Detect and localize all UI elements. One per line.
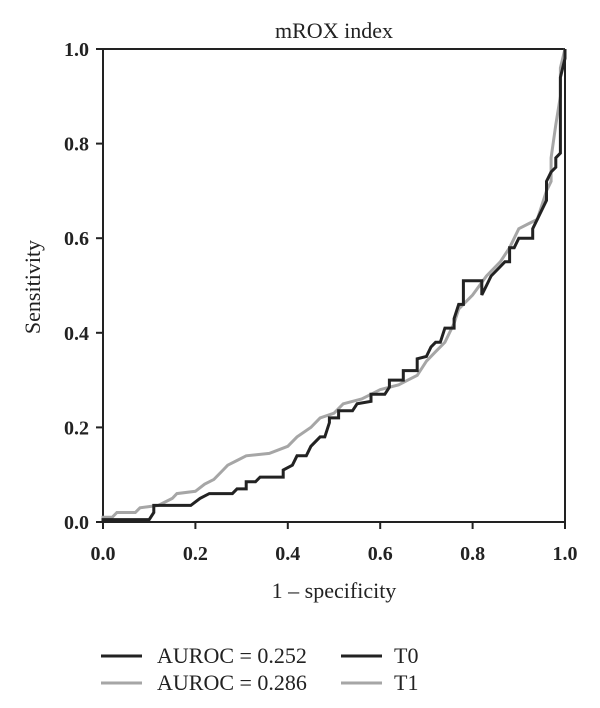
x-tick-label: 1.0 bbox=[553, 543, 578, 565]
legend-auroc-t1: AUROC = 0.286 bbox=[157, 670, 307, 695]
series-line-t0 bbox=[101, 49, 567, 522]
legend-series-t0: T0 bbox=[394, 643, 418, 668]
y-axis-label: Sensitivity bbox=[20, 240, 45, 334]
x-tick-label: 0.2 bbox=[183, 543, 208, 565]
series-line-t1 bbox=[101, 48, 567, 522]
x-tick-label: 0.6 bbox=[368, 543, 393, 565]
y-tick-label: 0.4 bbox=[64, 323, 89, 345]
y-tick-label: 0.6 bbox=[64, 228, 89, 250]
plot-area bbox=[102, 48, 566, 523]
x-tick-label: 0.0 bbox=[91, 543, 116, 565]
chart-title: mROX index bbox=[275, 18, 393, 43]
series-layer bbox=[101, 48, 567, 522]
y-tick-label: 0.2 bbox=[64, 417, 89, 439]
x-tick-label: 0.8 bbox=[460, 543, 485, 565]
x-tick-label: 0.4 bbox=[275, 543, 300, 565]
x-axis-label: 1 – specificity bbox=[272, 578, 397, 603]
y-tick-label: 0.8 bbox=[64, 134, 89, 156]
y-tick-label: 1.0 bbox=[64, 39, 89, 61]
legend-series-t1: T1 bbox=[394, 670, 418, 695]
legend: AUROC = 0.252 T0 AUROC = 0.286 T1 bbox=[101, 643, 418, 695]
y-tick-label: 0.0 bbox=[64, 512, 89, 534]
axis-ticks: 0.0 0.2 0.4 0.6 0.8 1.0 0.0 0.2 0.4 0.6 0.8 1.0 bbox=[64, 39, 578, 565]
legend-auroc-t0: AUROC = 0.252 bbox=[157, 643, 307, 668]
